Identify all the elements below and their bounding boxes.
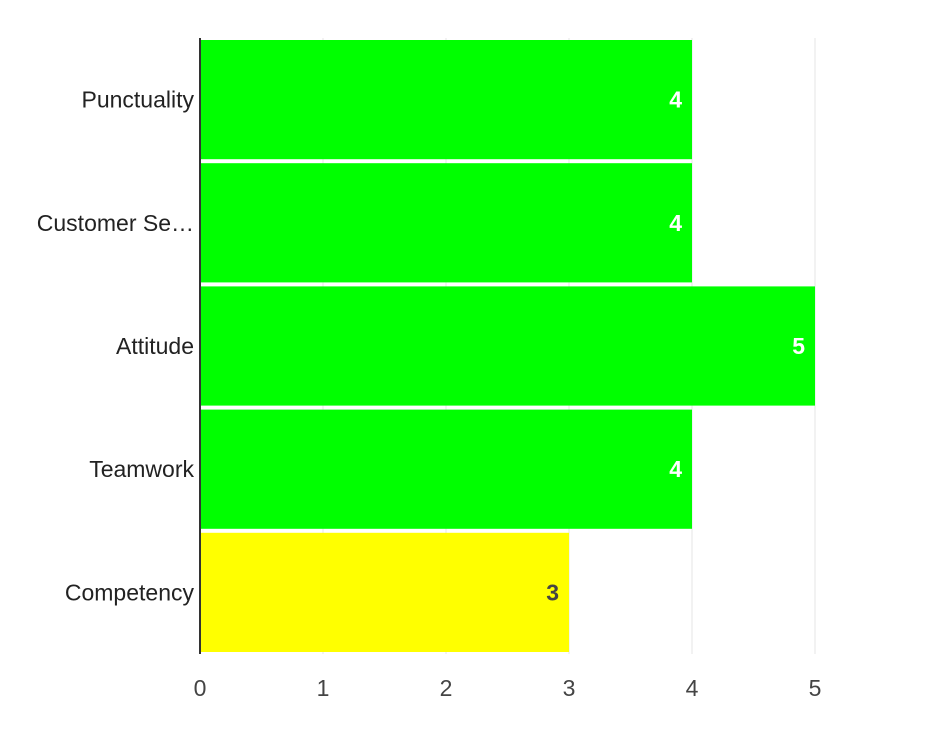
category-label-2: Attitude [116, 333, 194, 359]
category-label-4: Competency [65, 579, 195, 605]
x-tick-label-5: 5 [809, 675, 822, 701]
x-tick-label-2: 2 [440, 675, 453, 701]
labels: 4 Punctuality 4 Customer Se… 5 Attitude 4 Teamw… [37, 87, 822, 701]
data-label-0: 4 [669, 87, 682, 113]
x-tick-label-3: 3 [563, 675, 576, 701]
x-tick-label-0: 0 [194, 675, 207, 701]
data-label-3: 4 [669, 456, 682, 482]
data-label-1: 4 [669, 210, 682, 236]
bars [200, 40, 815, 652]
bar-4 [200, 532, 569, 652]
x-tick-label-1: 1 [317, 675, 330, 701]
bar-2 [200, 286, 815, 406]
bar-3 [200, 409, 692, 529]
data-label-2: 5 [792, 333, 805, 359]
bar-0 [200, 40, 692, 160]
category-label-3: Teamwork [89, 456, 194, 482]
category-label-0: Punctuality [81, 87, 194, 113]
data-label-4: 3 [546, 579, 559, 605]
category-label-1: Customer Se… [37, 210, 194, 236]
bar-1 [200, 163, 692, 283]
x-tick-label-4: 4 [686, 675, 699, 701]
